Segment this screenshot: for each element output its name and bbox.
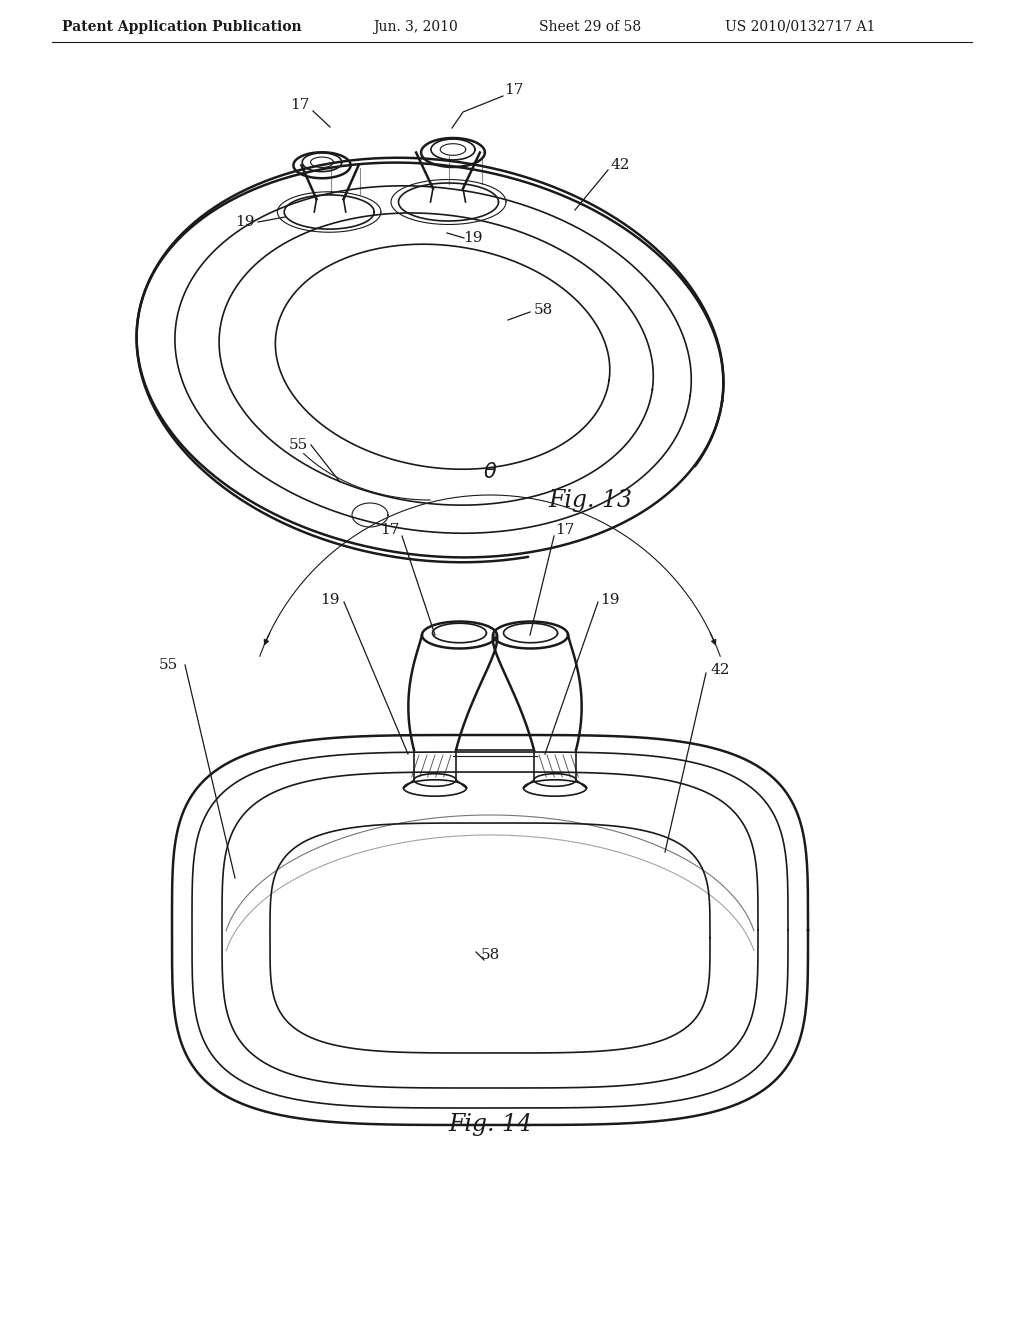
Text: 42: 42 <box>610 158 630 172</box>
Text: Patent Application Publication: Patent Application Publication <box>62 20 302 34</box>
Text: 17: 17 <box>291 98 309 112</box>
Text: Fig. 13: Fig. 13 <box>548 488 632 511</box>
Text: 58: 58 <box>534 304 553 317</box>
Text: 42: 42 <box>711 663 730 677</box>
Text: Jun. 3, 2010: Jun. 3, 2010 <box>373 20 458 34</box>
Text: 19: 19 <box>236 215 255 228</box>
Text: 17: 17 <box>504 83 523 96</box>
Text: 17: 17 <box>555 523 574 537</box>
Text: 55: 55 <box>159 657 177 672</box>
Text: 19: 19 <box>600 593 620 607</box>
Text: US 2010/0132717 A1: US 2010/0132717 A1 <box>725 20 876 34</box>
Text: $\theta$: $\theta$ <box>482 462 498 482</box>
Text: Sheet 29 of 58: Sheet 29 of 58 <box>539 20 641 34</box>
Text: 19: 19 <box>463 231 482 246</box>
Text: 58: 58 <box>480 948 500 962</box>
Text: 55: 55 <box>289 438 307 451</box>
Text: 19: 19 <box>321 593 340 607</box>
Text: Fig. 14: Fig. 14 <box>449 1114 532 1137</box>
Text: 17: 17 <box>380 523 399 537</box>
